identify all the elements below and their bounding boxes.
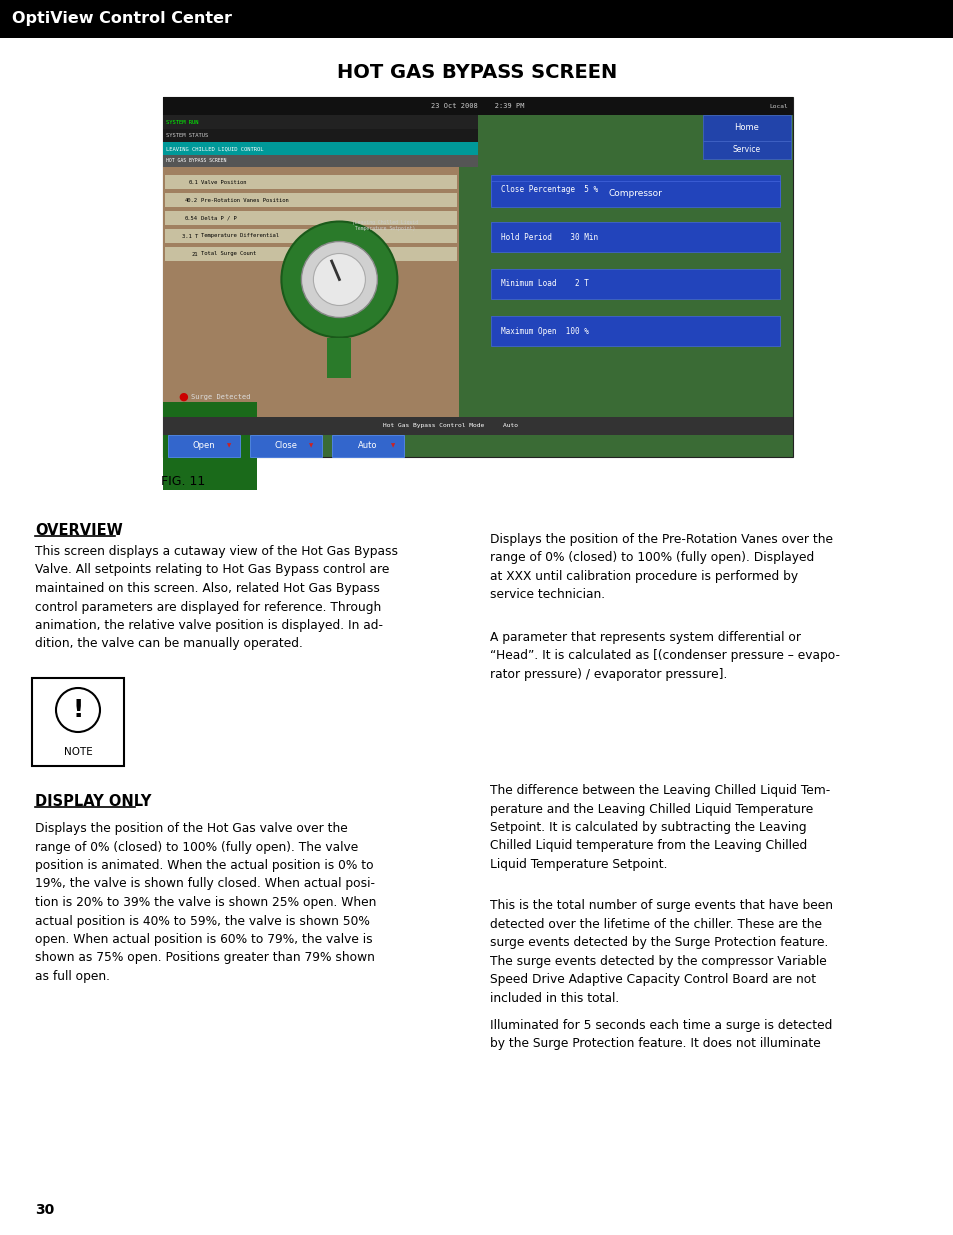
Text: Valve Position: Valve Position [201,179,246,184]
Text: HOT GAS BYPASS SCREEN: HOT GAS BYPASS SCREEN [336,63,617,82]
Bar [163,98,792,457]
Text: 30: 30 [35,1203,54,1216]
Text: (Leaving Chilled Liquid
 Temperature Setpoint): (Leaving Chilled Liquid Temperature Setp… [352,220,417,231]
Bar [702,141,790,159]
Text: SYSTEM STATUS: SYSTEM STATUS [166,133,208,138]
Bar [490,222,780,252]
Bar [163,142,477,156]
Text: 0.54: 0.54 [185,215,198,221]
Text: This is the total number of surge events that have been
detected over the lifeti: This is the total number of surge events… [490,899,832,1004]
Text: The difference between the Leaving Chilled Liquid Tem-
perature and the Leaving : The difference between the Leaving Chill… [490,784,829,871]
Text: Displays the position of the Hot Gas valve over the
range of 0% (closed) to 100%: Displays the position of the Hot Gas val… [35,823,376,983]
Text: ▼: ▼ [309,443,313,448]
Circle shape [301,242,377,317]
Text: Temperature Differential: Temperature Differential [201,233,278,238]
Text: Surge Detected: Surge Detected [191,394,251,400]
Bar [490,269,780,299]
Bar [163,403,257,489]
Text: Total Surge Count: Total Surge Count [201,252,256,257]
Text: Pre-Rotation Vanes Position: Pre-Rotation Vanes Position [201,198,289,203]
Bar [163,156,477,167]
Bar [0,0,953,38]
Bar [165,211,456,225]
Bar [163,98,792,115]
Text: Minimum Load    2 T: Minimum Load 2 T [500,279,588,289]
Bar [168,435,240,457]
Text: Home: Home [734,124,759,132]
Bar [332,435,403,457]
Text: LEAVING CHILLED LIQUID CONTROL: LEAVING CHILLED LIQUID CONTROL [166,146,263,151]
Text: Maximum Open  100 %: Maximum Open 100 % [500,326,588,336]
Text: Illuminated for 5 seconds each time a surge is detected
by the Surge Protection : Illuminated for 5 seconds each time a su… [490,1019,832,1051]
Text: FIG. 11: FIG. 11 [161,475,205,488]
Circle shape [281,221,397,337]
Circle shape [314,253,365,305]
Bar [32,678,124,766]
Bar [702,115,790,141]
Bar [327,337,351,378]
Text: Auto: Auto [358,441,377,451]
Text: Displays the position of the Pre-Rotation Vanes over the
range of 0% (closed) to: Displays the position of the Pre-Rotatio… [490,534,832,601]
Text: Close Percentage  5 %: Close Percentage 5 % [500,185,598,194]
Text: DISPLAY ONLY: DISPLAY ONLY [35,794,152,809]
Text: SYSTEM RUN: SYSTEM RUN [166,120,198,125]
Bar [163,128,477,142]
Bar [165,247,456,261]
Bar [250,435,322,457]
Text: 0.1: 0.1 [188,179,198,184]
Text: OptiView Control Center: OptiView Control Center [12,11,232,26]
Text: !: ! [72,698,84,722]
Text: ▼: ▼ [391,443,395,448]
Bar [165,228,456,243]
Text: 21: 21 [192,252,198,257]
Text: HOT GAS BYPASS SCREEN: HOT GAS BYPASS SCREEN [166,158,226,163]
Bar [163,115,477,128]
Text: 23 Oct 2008    2:39 PM: 23 Oct 2008 2:39 PM [431,103,524,109]
Bar [490,182,780,207]
Text: Open: Open [193,441,215,451]
Text: Service: Service [732,146,760,154]
Bar [490,316,780,346]
Text: NOTE: NOTE [64,747,92,757]
Text: ▼: ▼ [227,443,231,448]
Bar [163,417,792,435]
Text: This screen displays a cutaway view of the Hot Gas Bypass
Valve. All setpoints r: This screen displays a cutaway view of t… [35,545,397,651]
Text: 40.2: 40.2 [185,198,198,203]
Text: 3.1 T: 3.1 T [182,233,198,238]
Circle shape [56,688,100,732]
Text: Hold Period    30 Min: Hold Period 30 Min [500,232,598,242]
Text: A parameter that represents system differential or
“Head”. It is calculated as [: A parameter that represents system diffe… [490,631,840,680]
Bar [163,167,458,417]
Text: ●: ● [178,391,188,403]
Text: Close: Close [274,441,297,451]
Text: OVERVIEW: OVERVIEW [35,522,123,538]
Bar [490,175,780,205]
Bar [165,193,456,207]
Text: Local: Local [768,104,787,109]
Text: Delta P / P: Delta P / P [201,215,236,221]
Text: Compressor: Compressor [608,189,661,199]
Bar [165,175,456,189]
Text: Hot Gas Bypass Control Mode     Auto: Hot Gas Bypass Control Mode Auto [383,424,518,429]
